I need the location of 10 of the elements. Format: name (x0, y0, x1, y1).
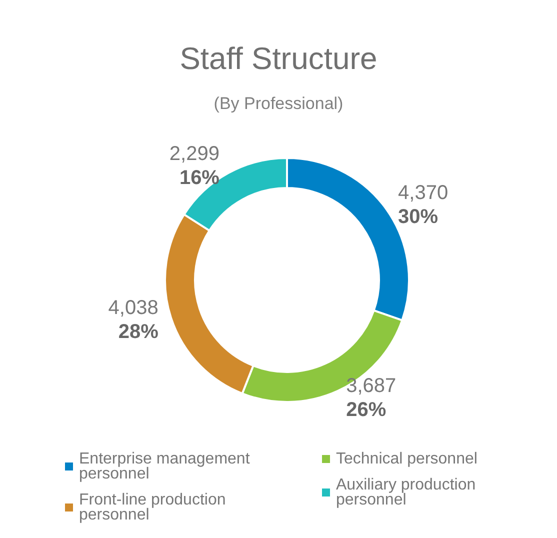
data-label: 4,038 28% (108, 297, 159, 344)
data-label: 3,687 26% (346, 375, 396, 422)
data-label: 2,299 16% (169, 143, 220, 190)
chart-subtitle: (By Professional) (214, 94, 344, 113)
legend-label: Technical personnel (336, 450, 478, 468)
legend-label: Auxiliary production personnel (336, 476, 480, 508)
legend-label: Front-line production personnel (79, 492, 230, 524)
data-label: 4,370 30% (398, 182, 448, 228)
legend-label: Enterprise management personnel (79, 450, 254, 482)
chart-title: Staff Structure (180, 41, 378, 76)
